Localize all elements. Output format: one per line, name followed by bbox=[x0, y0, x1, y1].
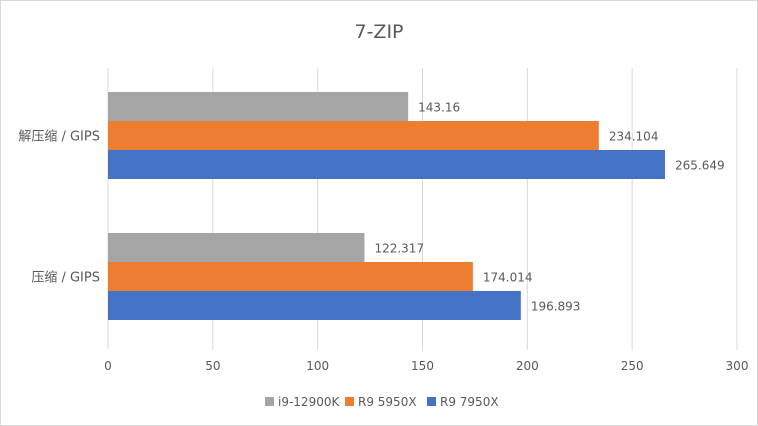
category-label: 压缩 / GIPS bbox=[31, 270, 100, 286]
category-label: 解压缩 / GIPS bbox=[18, 129, 100, 145]
bar bbox=[108, 233, 365, 262]
bar bbox=[108, 262, 473, 291]
legend-swatch bbox=[265, 397, 274, 406]
data-label: 234.104 bbox=[609, 130, 659, 144]
x-tick-label: 0 bbox=[104, 359, 112, 373]
data-label: 174.014 bbox=[483, 271, 533, 285]
x-tick-label: 200 bbox=[516, 359, 539, 373]
legend-swatch bbox=[345, 397, 354, 406]
legend-label: R9 7950X bbox=[440, 395, 499, 409]
legend-label: i9-12900K bbox=[278, 395, 340, 409]
data-label: 143.16 bbox=[418, 101, 460, 115]
bar bbox=[108, 92, 409, 121]
x-tick-label: 250 bbox=[621, 359, 644, 373]
bar bbox=[108, 291, 521, 320]
legend-label: R9 5950X bbox=[358, 395, 417, 409]
x-tick-label: 50 bbox=[205, 359, 220, 373]
bar bbox=[108, 121, 599, 150]
data-label: 265.649 bbox=[675, 159, 725, 173]
legend-swatch bbox=[427, 397, 436, 406]
chart-title: 7-ZIP bbox=[354, 21, 403, 43]
x-tick-label: 100 bbox=[306, 359, 329, 373]
bar bbox=[108, 150, 665, 179]
x-tick-label: 300 bbox=[726, 359, 749, 373]
data-label: 122.317 bbox=[374, 242, 424, 256]
data-label: 196.893 bbox=[531, 300, 581, 314]
x-tick-label: 150 bbox=[411, 359, 434, 373]
